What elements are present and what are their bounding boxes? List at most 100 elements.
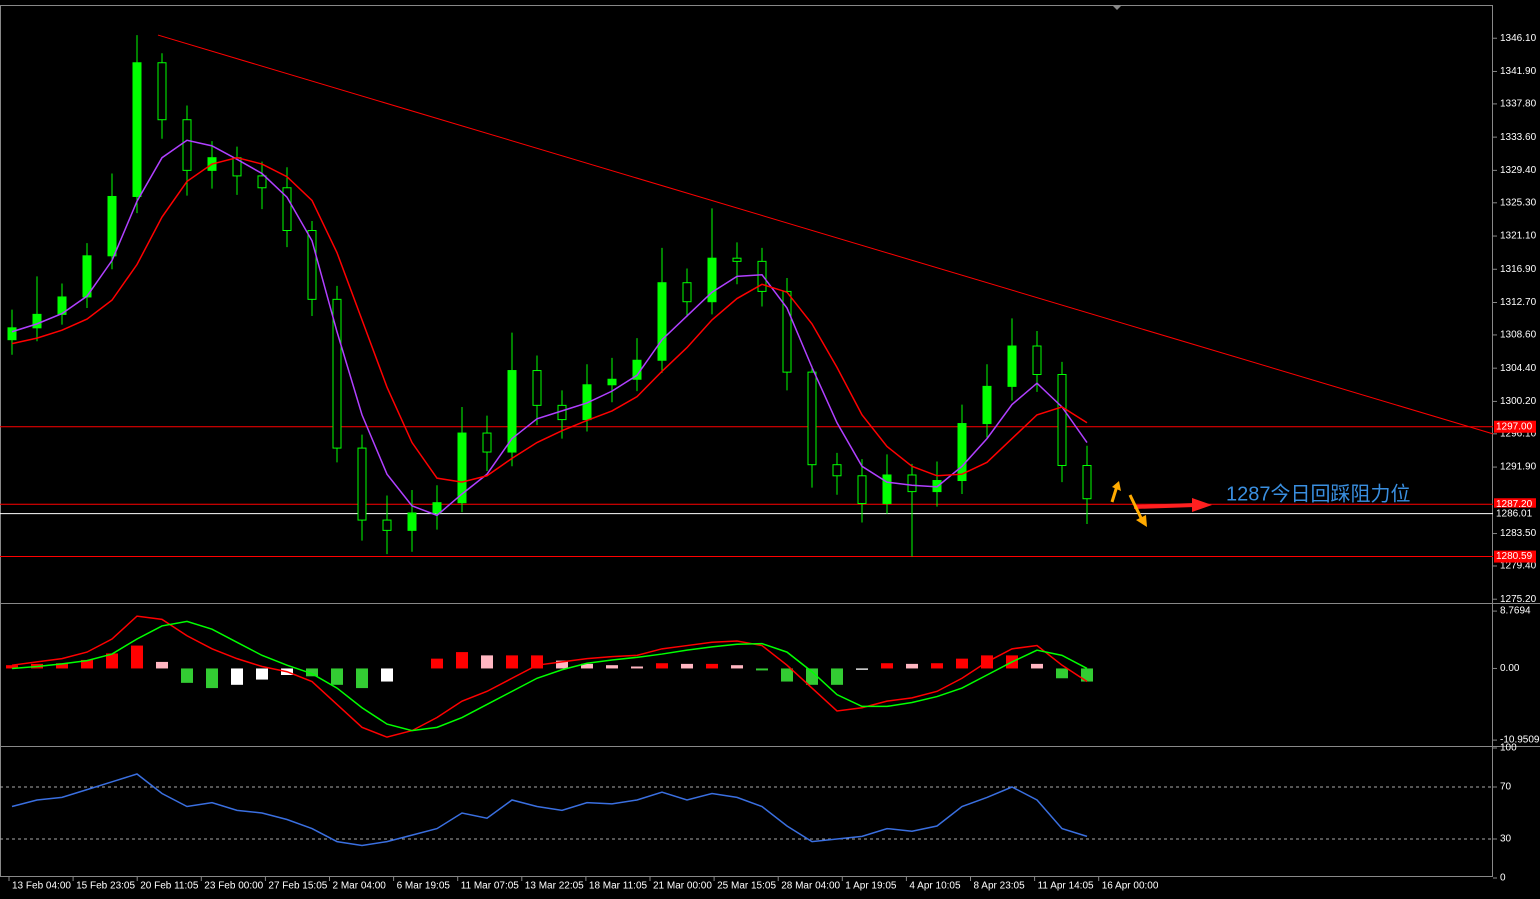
candle-body (107, 195, 117, 257)
level-box (1494, 550, 1536, 563)
histogram-bar (181, 668, 193, 683)
candle-body (357, 447, 367, 521)
arrow-head (1136, 515, 1147, 527)
histogram-bar (906, 663, 918, 669)
arrow (1133, 503, 1196, 509)
candle-body (332, 298, 342, 449)
candle-body (82, 255, 92, 298)
candle-body (832, 464, 842, 477)
x-tick-label: 23 Feb 00:00 (204, 881, 263, 892)
level-label: 1280.59 (1496, 551, 1533, 562)
level-label: 1286.01 (1496, 508, 1533, 519)
candle-body (532, 370, 542, 406)
candle-body (607, 378, 617, 386)
annotation: 1287今日回踩阻力位 (1226, 482, 1411, 505)
x-tick-label: 18 Mar 11:05 (589, 881, 648, 892)
y-tick-label: 1275.20 (1500, 594, 1537, 605)
candle-body (957, 423, 967, 482)
histogram-bar (556, 660, 568, 669)
x-tick-label: 8 Apr 23:05 (974, 881, 1026, 892)
level-label: 1297.00 (1496, 421, 1533, 432)
candle-body (432, 502, 442, 514)
histogram-bar (331, 668, 343, 685)
macd-line (11, 620, 1088, 732)
x-tick-label: 13 Feb 04:00 (12, 881, 71, 892)
candle-body (507, 370, 517, 453)
histogram-bar (206, 668, 218, 689)
x-tick-label: 27 Feb 15:05 (268, 881, 327, 892)
candle-body (1057, 374, 1067, 466)
histogram-bar (156, 661, 168, 669)
histogram-bar (856, 668, 868, 670)
arrow-head (1192, 498, 1212, 512)
y-tick-label: 1291.90 (1500, 462, 1537, 473)
x-tick-label: 21 Mar 00:00 (653, 881, 712, 892)
candle-body (7, 327, 17, 341)
histogram-bar (1081, 668, 1093, 682)
candle-body (307, 229, 317, 300)
candle-body (382, 519, 392, 531)
y-tick-label: 1341.90 (1500, 66, 1537, 77)
y-tick-label: 1337.80 (1500, 99, 1537, 110)
histogram-bar (306, 668, 318, 677)
x-tick-label: 6 Mar 19:05 (397, 881, 451, 892)
histogram-bar (356, 668, 368, 689)
x-tick-label: 11 Apr 14:05 (1038, 881, 1094, 892)
histogram-bar (881, 663, 893, 669)
x-tick-label: 16 Apr 00:00 (1102, 881, 1159, 892)
candle-body (157, 62, 167, 121)
histogram-bar (956, 658, 968, 669)
arrows (1110, 481, 1212, 527)
candle-body (32, 313, 42, 329)
x-tick-label: 4 Apr 10:05 (909, 881, 961, 892)
moving-average (11, 139, 1088, 517)
x-tick-label: 20 Feb 11:05 (140, 881, 199, 892)
histogram-bar (831, 668, 843, 685)
candle-body (682, 282, 692, 303)
candle-body (807, 371, 817, 466)
level-box (1494, 498, 1536, 511)
moving-average (11, 156, 1088, 483)
y-tick-label: 1333.60 (1500, 132, 1537, 143)
y-tick-label: 0 (1500, 873, 1506, 884)
y-tick-label: 1312.70 (1500, 297, 1537, 308)
trendline (157, 34, 1494, 435)
histogram-bar (256, 668, 268, 680)
y-tick-label: 1346.10 (1500, 33, 1537, 44)
y-tick-label: 70 (1500, 782, 1512, 793)
histogram-bar (681, 663, 693, 669)
candle-body (132, 62, 142, 197)
x-tick-label: 25 Mar 15:05 (717, 881, 776, 892)
candle-body (857, 475, 867, 504)
candle-body (732, 257, 742, 262)
histogram-bar (931, 663, 943, 669)
histogram-bar (431, 658, 443, 669)
histogram-bar (456, 652, 468, 669)
candle-body (707, 257, 717, 303)
histogram-bar (506, 655, 518, 669)
candle-body (257, 175, 267, 189)
x-tick-label: 2 Mar 04:00 (333, 881, 387, 892)
frame (0, 5, 1493, 877)
x-tick-label: 28 Mar 04:00 (781, 881, 840, 892)
candle-body (782, 290, 792, 373)
x-tick-label: 13 Mar 22:05 (525, 881, 584, 892)
y-tick-label: 0.00 (1500, 663, 1520, 674)
y-tick-label: 1304.40 (1500, 363, 1537, 374)
x-tick-label: 11 Mar 07:05 (461, 881, 520, 892)
y-tick-label: 1300.20 (1500, 396, 1537, 407)
candle-body (1032, 345, 1042, 376)
y-tick-label: 1308.60 (1500, 330, 1537, 341)
y-tick-label: 1296.10 (1500, 428, 1537, 439)
histogram-bar (231, 668, 243, 685)
y-tick-label: 1325.30 (1500, 197, 1537, 208)
y-tick-label: 1283.50 (1500, 528, 1537, 539)
histogram-bar (131, 645, 143, 669)
histogram-bar (631, 666, 643, 669)
candle-body (182, 119, 192, 171)
candle-body (1082, 464, 1092, 500)
histogram-bar (806, 668, 818, 685)
level-label: 1287.20 (1496, 499, 1533, 510)
histogram-bar (606, 665, 618, 669)
histogram-bar (6, 665, 18, 669)
